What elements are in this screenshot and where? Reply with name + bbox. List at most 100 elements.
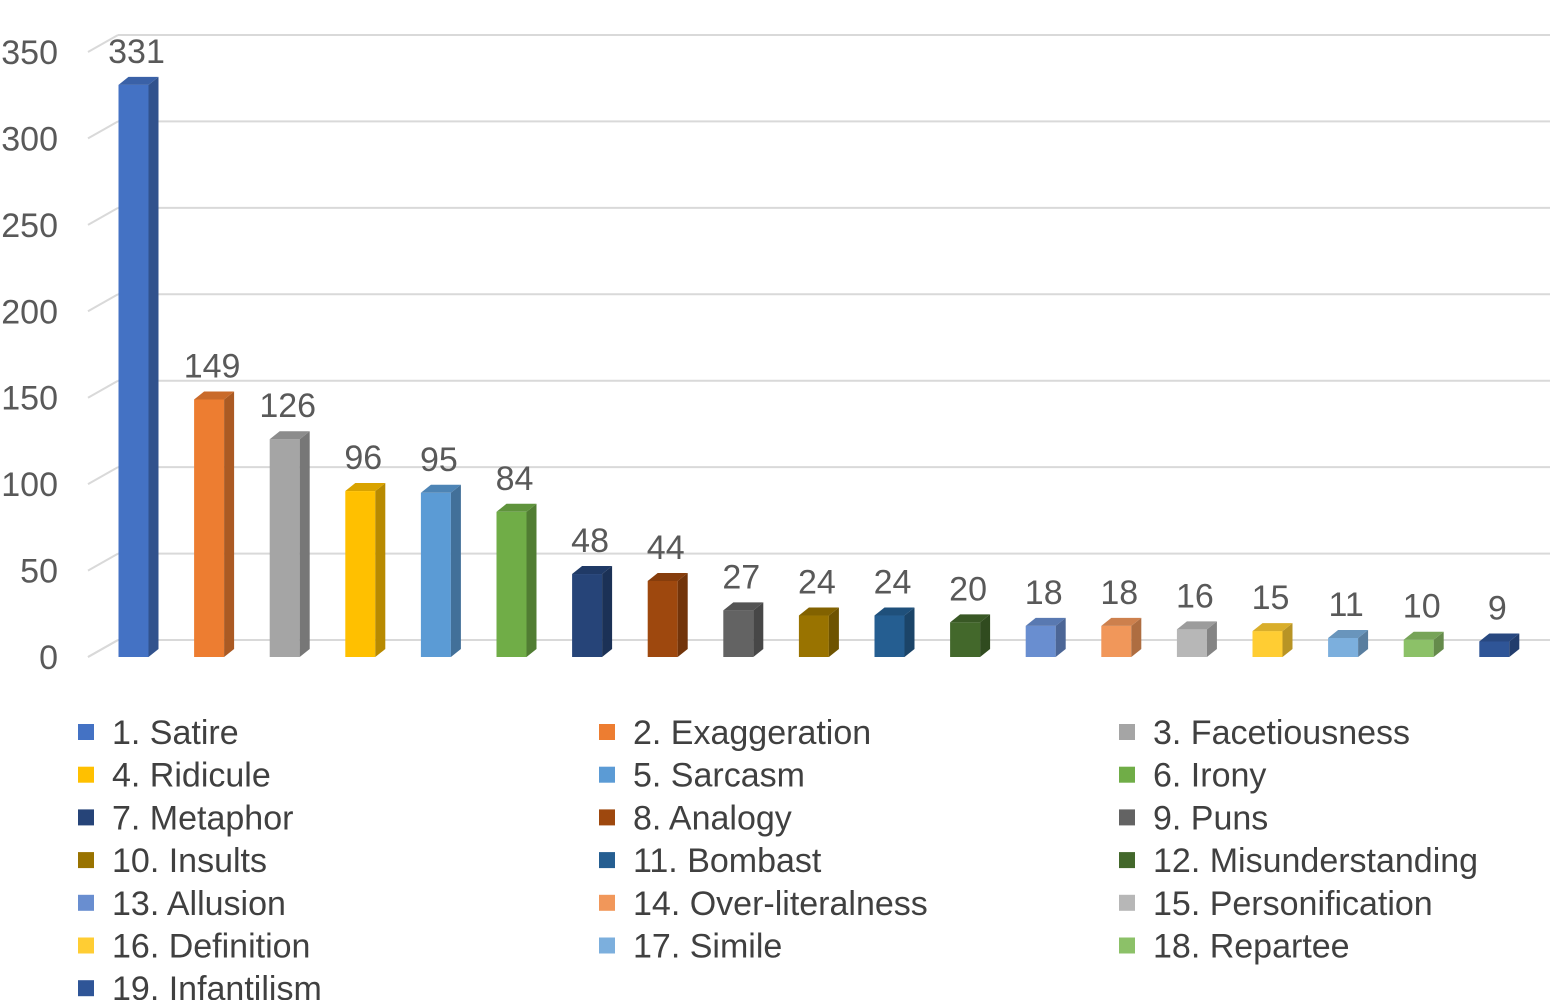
data-label: 9 [1488,589,1507,627]
legend-item: 6. Irony [1119,757,1266,795]
data-label: 18 [1100,574,1138,612]
bar-side [904,607,915,657]
legend-label: 8. Analogy [633,799,792,837]
legend-item: 19. Infantilism [78,970,322,1005]
bar-top [950,614,991,623]
bar [723,602,764,657]
bar [1479,633,1520,657]
bar-side [828,607,839,657]
legend-swatch [1119,724,1135,740]
bar-front [1328,637,1359,657]
bar-front [950,622,981,657]
legend-swatch [78,852,94,869]
bar-top [496,503,537,512]
bar-side [1433,631,1444,657]
data-label: 16 [1176,577,1214,615]
bar-front [572,574,603,657]
bar [345,483,386,657]
bar-front [874,615,905,657]
bar-side [1358,629,1369,657]
bar [874,607,915,657]
legend-item: 7. Metaphor [78,799,293,837]
legend-swatch [1119,809,1135,826]
floor-edge [87,639,119,658]
legend-swatch [1119,766,1135,783]
data-label: 24 [798,564,836,602]
legend-label: 1. Satire [112,714,239,752]
bar-front [1025,625,1056,657]
gridline-depth [87,34,119,53]
data-label: 20 [949,570,987,608]
bar [572,566,613,657]
bar-top [1252,623,1293,632]
y-tick-label: 300 [1,120,58,158]
bar-top [420,484,461,493]
bar [798,607,839,657]
bar-top [118,76,159,85]
bar-top [1025,617,1066,626]
legend-swatch [599,937,615,954]
legend-item: 5. Sarcasm [599,757,805,795]
bar-side [677,572,688,657]
gridline-depth [87,466,119,486]
bar [420,484,461,657]
legend-swatch [599,724,615,740]
bar [950,614,991,657]
bar-top [269,431,310,440]
bar [1025,617,1066,657]
legend-item: 2. Exaggeration [599,714,871,752]
data-label: 11 [1328,586,1363,624]
bar-top [1101,617,1142,626]
legend-swatch [1119,894,1135,911]
legend-swatch [599,766,615,783]
y-tick-label: 0 [39,639,58,677]
bar-side [1131,617,1142,657]
legend-item: 11. Bombast [599,842,822,880]
legend-item: 13. Allusion [78,885,286,923]
legend-label: 13. Allusion [112,885,286,923]
bar-side [526,503,537,657]
bar-front [1252,631,1283,657]
bar-top [572,566,613,575]
legend-item: 8. Analogy [599,799,792,837]
legend-item: 3. Facetiousness [1119,714,1410,752]
bar [1328,629,1369,657]
bar-top [723,602,764,611]
legend-label: 14. Over-literalness [633,885,928,923]
data-label: 27 [722,558,760,596]
legend-swatch [78,937,94,954]
bar [1176,621,1217,657]
y-tick-label: 150 [1,380,58,418]
legend-item: 1. Satire [78,714,239,752]
bar-front [496,511,527,657]
legend-swatch [1119,937,1135,954]
legend-label: 9. Puns [1153,799,1268,837]
legend-label: 15. Personification [1153,885,1433,923]
legend-item: 14. Over-literalness [599,885,928,923]
gridline-depth [87,120,119,140]
data-label: 44 [647,529,685,567]
bar-side [224,391,235,657]
bar [647,572,688,657]
gridline-depth [87,379,119,399]
data-label: 95 [420,441,458,479]
bar [496,503,537,657]
bars [118,76,1520,658]
bar-side [1206,621,1217,657]
legend-label: 18. Repartee [1153,928,1350,966]
legend-label: 4. Ridicule [112,757,271,795]
bar-side [1509,633,1520,657]
bar-front [269,439,300,657]
legend-label: 16. Definition [112,928,310,966]
bar-top [647,572,688,581]
data-label: 10 [1403,588,1441,626]
legend-item: 15. Personification [1119,885,1433,923]
bar [1403,631,1444,657]
legend-swatch [1119,852,1135,869]
bar [194,391,235,657]
bar-side [450,484,461,657]
data-label: 126 [259,387,316,425]
legend-label: 3. Facetiousness [1153,714,1410,752]
